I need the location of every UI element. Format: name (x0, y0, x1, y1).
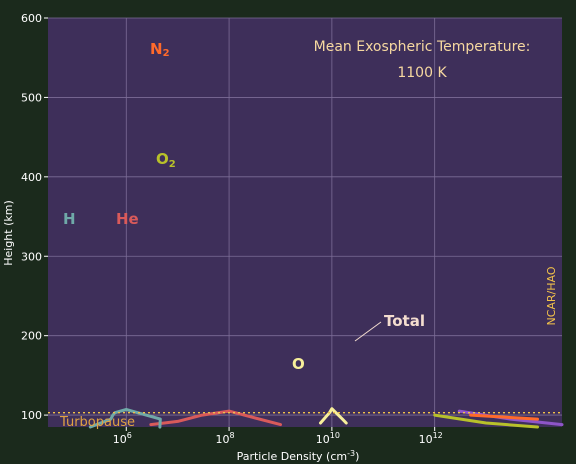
x-axis-ticks: 106 108 1010 1012 (113, 427, 443, 446)
series-line-o (319, 407, 348, 425)
series-label-he: He (116, 210, 139, 228)
chart-title-line-1: Mean Exospheric Temperature: (314, 39, 531, 55)
x-tick-label: 1012 (419, 431, 443, 446)
series-label-o: O (292, 355, 305, 373)
series-line-n2 (469, 413, 539, 421)
x-tick-label: 108 (216, 431, 235, 446)
y-tick-label: 400 (21, 171, 42, 184)
series-line-total (457, 409, 564, 427)
series-label-n2: N2 (150, 40, 170, 59)
series-label-h: H (63, 210, 76, 228)
y-axis-label: Height (km) (2, 200, 15, 266)
x-tick-label: 1010 (316, 431, 340, 446)
x-axis-label: Particle Density (cm-3) (237, 449, 360, 463)
series-line-o2 (433, 413, 539, 429)
series-label-o2: O2 (156, 150, 176, 170)
plot-area (48, 18, 562, 427)
chart-title-line-2: 1100 K (397, 65, 447, 81)
gridlines (48, 17, 562, 427)
y-tick-label: 300 (21, 250, 42, 263)
turbopause-label: Turbopause (59, 415, 135, 430)
total-label-pointer (354, 321, 382, 342)
credit-label: NCAR/HAO (545, 266, 558, 325)
series-line-he (149, 409, 282, 427)
x-tick-label: 106 (113, 431, 132, 446)
y-axis-ticks: 100 200 300 400 500 600 (21, 12, 48, 422)
series-label-total: Total (384, 312, 425, 330)
y-tick-label: 600 (21, 12, 42, 25)
y-tick-label: 100 (21, 409, 42, 422)
y-tick-label: 200 (21, 330, 42, 343)
y-tick-label: 500 (21, 91, 42, 104)
